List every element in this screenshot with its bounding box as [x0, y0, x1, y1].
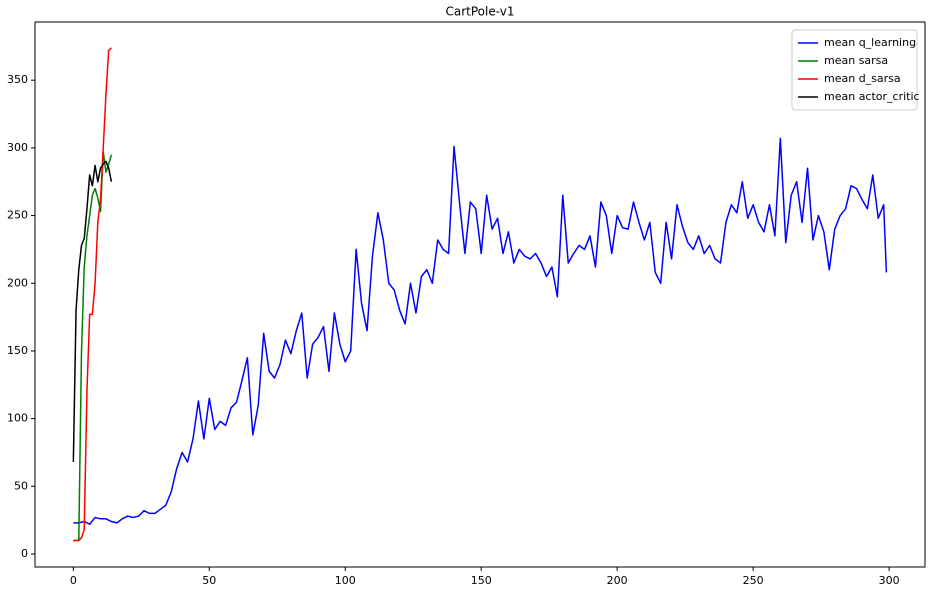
y-tick-label: 50: [14, 479, 28, 492]
line-series: [73, 137, 888, 525]
y-tick-label: 250: [7, 209, 28, 222]
line-series: [72, 160, 113, 462]
y-tick-label: 200: [7, 276, 28, 289]
legend-label: mean actor_critic: [824, 90, 920, 103]
legend-label: mean sarsa: [824, 54, 888, 67]
line-series: [73, 47, 112, 542]
y-tick-label: 350: [7, 73, 28, 86]
y-tick-label: 150: [7, 344, 28, 357]
y-tick-label: 0: [21, 547, 28, 560]
x-tick-label: 0: [70, 574, 77, 587]
x-tick-label: 250: [743, 574, 764, 587]
y-tick-label: 300: [7, 141, 28, 154]
legend-label: mean q_learning: [824, 36, 916, 49]
x-tick-label: 50: [202, 574, 216, 587]
x-tick-label: 300: [879, 574, 900, 587]
x-tick-label: 150: [471, 574, 492, 587]
line-series: [73, 151, 113, 542]
legend-label: mean d_sarsa: [824, 72, 901, 85]
chart-title: CartPole-v1: [446, 5, 515, 19]
x-tick-label: 100: [335, 574, 356, 587]
y-tick-label: 100: [7, 412, 28, 425]
legend-box: [791, 29, 918, 111]
x-tick-label: 200: [607, 574, 628, 587]
axes-frame: [34, 21, 926, 568]
